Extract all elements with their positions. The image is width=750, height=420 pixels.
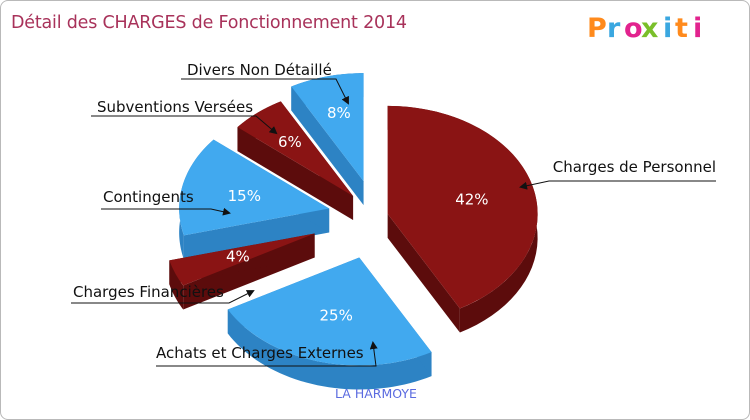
slice-category-label: Contingents: [103, 188, 194, 206]
slice-percent-label: 15%: [228, 187, 261, 205]
callout-line: [181, 78, 349, 105]
slice-category-label: Charges Financières: [73, 283, 224, 301]
pie-slice-top: [169, 233, 315, 286]
slice-category-label: Achats et Charges Externes: [156, 344, 364, 362]
slice-category-label: Charges de Personnel: [553, 158, 716, 176]
slice-percent-label: 6%: [278, 133, 302, 151]
pie-slice-side: [227, 309, 432, 390]
pie-slice: [179, 139, 330, 260]
pie-slice-wall: [183, 208, 330, 260]
chart-title: Détail des CHARGES de Fonctionnement 201…: [11, 13, 407, 33]
logo-letter: i: [693, 13, 702, 44]
logo-letter: r: [607, 13, 621, 44]
pie-slice: [169, 233, 315, 310]
slice-percent-label: 42%: [455, 190, 488, 208]
pie-slice-top: [387, 105, 538, 309]
slice-percent-label: 8%: [327, 104, 351, 122]
commune-name: LA HARMOYE: [335, 386, 417, 401]
slice-percent-label: 4%: [226, 247, 250, 265]
logo-letter: t: [675, 13, 688, 44]
pie-slice-wall: [387, 213, 460, 333]
pie-slice-top: [227, 257, 432, 366]
slice-category-label: Divers Non Détaillé: [187, 61, 332, 79]
callout-line: [156, 341, 378, 367]
logo-letter: x: [641, 13, 658, 44]
callout-line: [91, 115, 278, 135]
pie-slice-wall: [237, 127, 354, 221]
slice-percent-label: 25%: [320, 307, 353, 325]
pie-slice-wall: [291, 86, 364, 206]
logo-letter: i: [663, 13, 672, 44]
callout-line: [71, 290, 255, 304]
callout-line: [101, 207, 231, 216]
callout-line: [519, 180, 716, 190]
pie-slice: [227, 257, 432, 390]
slice-category-label: Subventions Versées: [97, 98, 253, 116]
logo-letter: o: [624, 13, 643, 44]
pie-slice-top: [179, 139, 330, 236]
logo-letter: P: [587, 13, 607, 44]
pie-slice: [387, 105, 538, 333]
